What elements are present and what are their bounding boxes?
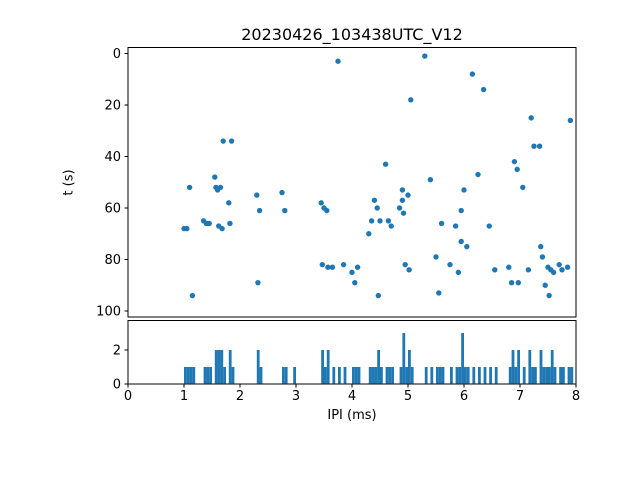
chart-title: 20230426_103438UTC_V12: [241, 25, 463, 44]
svg-text:4: 4: [348, 389, 356, 404]
svg-text:100: 100: [96, 305, 121, 320]
svg-text:3: 3: [292, 389, 300, 404]
svg-text:2: 2: [113, 344, 121, 359]
svg-text:60: 60: [104, 202, 121, 217]
svg-text:7: 7: [516, 389, 524, 404]
svg-text:2: 2: [236, 389, 244, 404]
svg-text:8: 8: [572, 389, 580, 404]
x-axis-label: IPI (ms): [327, 408, 377, 423]
svg-text:40: 40: [104, 150, 121, 165]
svg-text:5: 5: [404, 389, 412, 404]
svg-text:1: 1: [180, 389, 188, 404]
svg-text:6: 6: [460, 389, 468, 404]
svg-text:0: 0: [113, 378, 121, 393]
svg-text:0: 0: [113, 47, 121, 62]
svg-text:80: 80: [104, 253, 121, 268]
svg-text:0: 0: [124, 389, 132, 404]
svg-text:20: 20: [104, 99, 121, 114]
